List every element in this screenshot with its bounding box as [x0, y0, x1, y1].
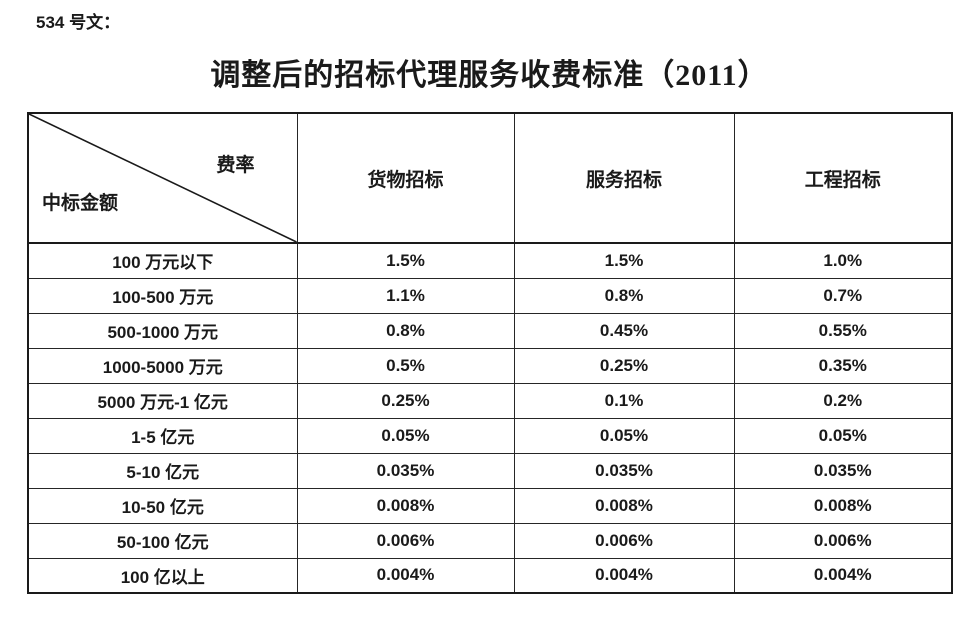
rate-cell: 1.5% [513, 242, 735, 279]
rate-cell: 0.8% [296, 312, 515, 349]
table-row: 100 亿以上 0.004% 0.004% 0.004% [27, 557, 953, 594]
rate-cell: 0.006% [733, 522, 953, 559]
row-label: 1-5 亿元 [27, 417, 298, 454]
row-label: 500-1000 万元 [27, 312, 298, 349]
rate-cell: 1.0% [733, 242, 953, 279]
row-label: 50-100 亿元 [27, 522, 298, 559]
fee-rate-table: 费率 中标金额 货物招标 服务招标 工程招标 100 万元以下 1.5% 1.5% 1… [27, 112, 953, 594]
table-row: 10-50 亿元 0.008% 0.008% 0.008% [27, 487, 953, 524]
rate-cell: 0.008% [513, 487, 735, 524]
rate-cell: 0.5% [296, 347, 515, 384]
table-row: 5-10 亿元 0.035% 0.035% 0.035% [27, 452, 953, 489]
corner-header-cell: 费率 中标金额 [27, 112, 298, 244]
rate-cell: 0.1% [513, 382, 735, 419]
table-row: 5000 万元-1 亿元 0.25% 0.1% 0.2% [27, 382, 953, 419]
rate-cell: 0.035% [296, 452, 515, 489]
rate-cell: 1.5% [296, 242, 515, 279]
row-label: 100 亿以上 [27, 557, 298, 594]
rate-cell: 0.8% [513, 277, 735, 314]
rate-cell: 0.004% [296, 557, 515, 594]
diagonal-line [29, 114, 297, 242]
rate-cell: 0.45% [513, 312, 735, 349]
rate-cell: 0.004% [513, 557, 735, 594]
header-row: 费率 中标金额 货物招标 服务招标 工程招标 [27, 112, 953, 244]
rate-cell: 0.2% [733, 382, 953, 419]
rate-cell: 0.7% [733, 277, 953, 314]
rate-cell: 0.05% [733, 417, 953, 454]
row-label: 5000 万元-1 亿元 [27, 382, 298, 419]
rate-cell: 0.004% [733, 557, 953, 594]
rate-cell: 0.05% [513, 417, 735, 454]
rate-cell: 0.008% [733, 487, 953, 524]
corner-label-fee-rate: 费率 [216, 155, 255, 176]
column-header-service-tender: 服务招标 [513, 112, 735, 244]
document-number-label: 534 号文： [36, 13, 121, 32]
rate-cell: 0.006% [296, 522, 515, 559]
table-row: 500-1000 万元 0.8% 0.45% 0.55% [27, 312, 953, 349]
row-label: 5-10 亿元 [27, 452, 298, 489]
rate-cell: 0.035% [513, 452, 735, 489]
table-row: 100-500 万元 1.1% 0.8% 0.7% [27, 277, 953, 314]
table-row: 1000-5000 万元 0.5% 0.25% 0.35% [27, 347, 953, 384]
column-header-goods-tender: 货物招标 [296, 112, 515, 244]
rate-cell: 0.006% [513, 522, 735, 559]
table-row: 50-100 亿元 0.006% 0.006% 0.006% [27, 522, 953, 559]
table-row: 100 万元以下 1.5% 1.5% 1.0% [27, 242, 953, 279]
row-label: 10-50 亿元 [27, 487, 298, 524]
page-title: 调整后的招标代理服务收费标准（2011） [210, 59, 769, 92]
rate-cell: 0.035% [733, 452, 953, 489]
column-header-engineering-tender: 工程招标 [733, 112, 953, 244]
rate-cell: 0.008% [296, 487, 515, 524]
rate-cell: 0.05% [296, 417, 515, 454]
row-label: 1000-5000 万元 [27, 347, 298, 384]
corner-label-bid-amount: 中标金额 [42, 193, 119, 214]
rate-cell: 0.25% [296, 382, 515, 419]
rate-cell: 1.1% [296, 277, 515, 314]
rate-cell: 0.55% [733, 312, 953, 349]
rate-cell: 0.35% [733, 347, 953, 384]
rate-cell: 0.25% [513, 347, 735, 384]
table-body: 100 万元以下 1.5% 1.5% 1.0% 100-500 万元 1.1% 0.8% 0.… [27, 242, 953, 594]
row-label: 100 万元以下 [27, 242, 298, 279]
row-label: 100-500 万元 [27, 277, 298, 314]
table-row: 1-5 亿元 0.05% 0.05% 0.05% [27, 417, 953, 454]
